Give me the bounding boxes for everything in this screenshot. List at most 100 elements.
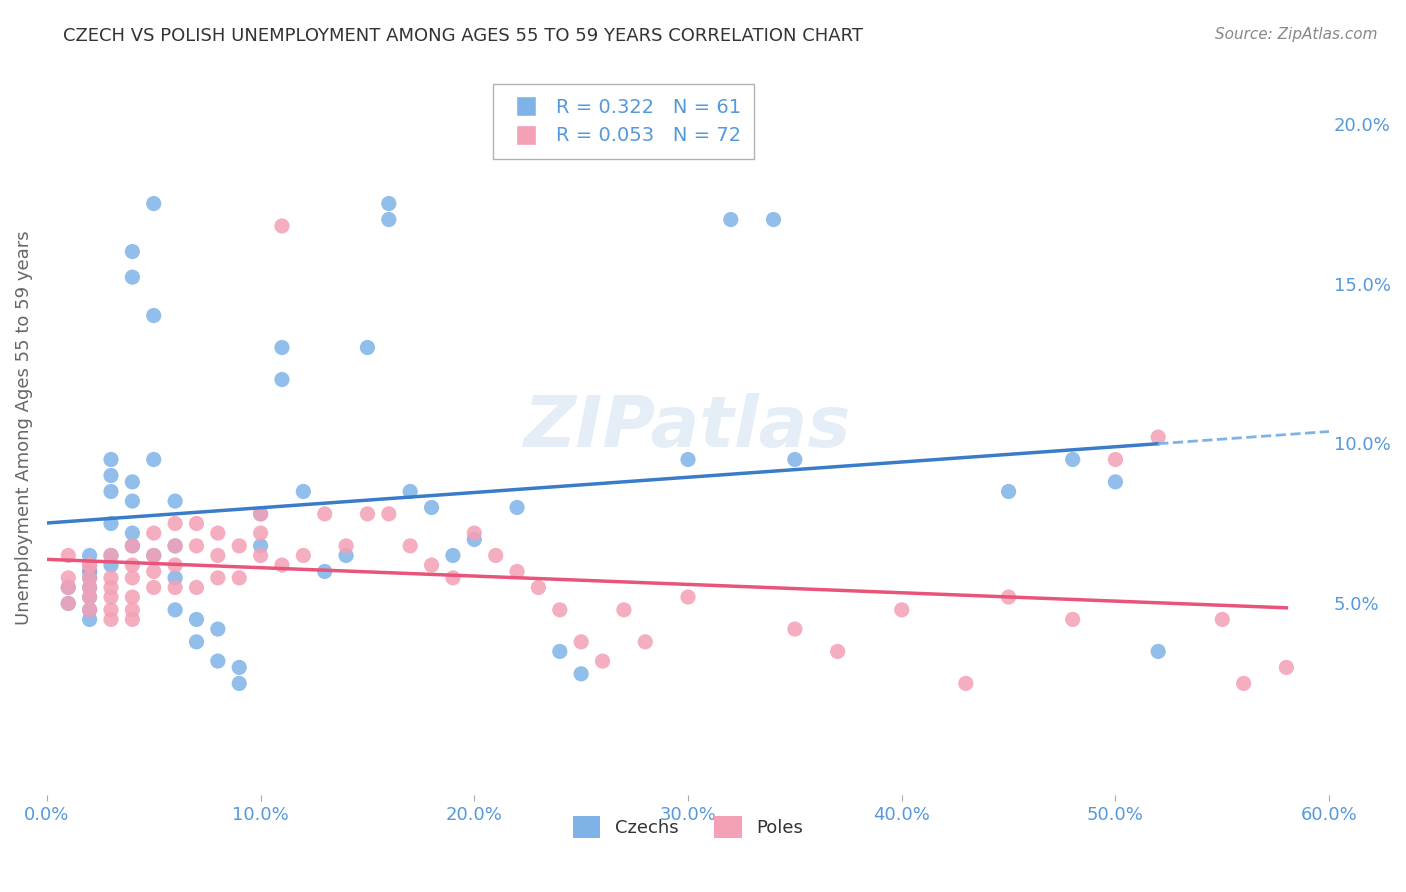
Point <box>186 516 208 531</box>
Point <box>613 603 636 617</box>
Point <box>142 549 165 563</box>
Point <box>121 603 143 617</box>
Point <box>271 219 294 233</box>
Point <box>79 603 101 617</box>
Point <box>100 549 122 563</box>
Point <box>1104 452 1126 467</box>
Point <box>121 526 143 541</box>
Point <box>1147 430 1170 444</box>
Point <box>1275 660 1298 674</box>
Point <box>79 590 101 604</box>
Point <box>997 484 1019 499</box>
Point <box>506 500 529 515</box>
Point <box>271 558 294 572</box>
Point <box>79 558 101 572</box>
Point <box>79 590 101 604</box>
Point <box>335 549 357 563</box>
Point <box>228 660 250 674</box>
Point <box>463 526 485 541</box>
Point <box>890 603 912 617</box>
Point <box>207 654 229 668</box>
Point <box>249 549 271 563</box>
Point <box>142 452 165 467</box>
Point <box>79 558 101 572</box>
Point <box>100 516 122 531</box>
Point <box>79 565 101 579</box>
Point <box>121 244 143 259</box>
Point <box>783 452 806 467</box>
Y-axis label: Unemployment Among Ages 55 to 59 years: Unemployment Among Ages 55 to 59 years <box>15 230 32 624</box>
Point <box>165 516 187 531</box>
Point <box>207 622 229 636</box>
Point <box>100 581 122 595</box>
Point <box>100 558 122 572</box>
Point <box>100 452 122 467</box>
Point <box>1062 612 1084 626</box>
Point <box>228 539 250 553</box>
Point <box>527 581 550 595</box>
Point <box>676 452 699 467</box>
Point <box>165 581 187 595</box>
Point <box>420 500 443 515</box>
Point <box>79 612 101 626</box>
Point <box>548 603 571 617</box>
Point <box>441 571 464 585</box>
Point <box>207 526 229 541</box>
Point <box>314 565 336 579</box>
Point <box>142 581 165 595</box>
Point <box>827 644 849 658</box>
Point <box>399 539 422 553</box>
Point <box>100 549 122 563</box>
Point <box>356 341 378 355</box>
Point <box>762 212 785 227</box>
Point <box>142 549 165 563</box>
Point <box>1211 612 1233 626</box>
Point <box>165 558 187 572</box>
Point <box>79 571 101 585</box>
Point <box>165 603 187 617</box>
Point <box>441 549 464 563</box>
Point <box>58 581 80 595</box>
Point <box>271 372 294 386</box>
Point <box>121 539 143 553</box>
Point <box>569 635 592 649</box>
Point <box>79 571 101 585</box>
Point <box>79 581 101 595</box>
Point <box>121 612 143 626</box>
Point <box>207 571 229 585</box>
Point <box>121 494 143 508</box>
Point <box>292 484 315 499</box>
Point <box>228 571 250 585</box>
Point <box>142 309 165 323</box>
Point <box>569 666 592 681</box>
Point <box>100 468 122 483</box>
Point <box>79 549 101 563</box>
Point <box>58 581 80 595</box>
Point <box>121 558 143 572</box>
Point <box>165 539 187 553</box>
Point <box>58 597 80 611</box>
Point <box>378 507 401 521</box>
Point <box>165 571 187 585</box>
Text: Source: ZipAtlas.com: Source: ZipAtlas.com <box>1215 27 1378 42</box>
Point <box>378 196 401 211</box>
Point <box>314 507 336 521</box>
Point <box>485 549 508 563</box>
Point <box>186 612 208 626</box>
Point <box>1233 676 1256 690</box>
Text: CZECH VS POLISH UNEMPLOYMENT AMONG AGES 55 TO 59 YEARS CORRELATION CHART: CZECH VS POLISH UNEMPLOYMENT AMONG AGES … <box>63 27 863 45</box>
Point <box>506 565 529 579</box>
Point <box>1062 452 1084 467</box>
Point <box>165 494 187 508</box>
Point <box>186 635 208 649</box>
Point <box>249 526 271 541</box>
Point <box>100 590 122 604</box>
Point <box>142 565 165 579</box>
Point <box>399 484 422 499</box>
Point <box>228 676 250 690</box>
Point <box>100 571 122 585</box>
Point <box>592 654 614 668</box>
Point <box>249 507 271 521</box>
Legend: Czechs, Poles: Czechs, Poles <box>567 809 810 846</box>
Point <box>292 549 315 563</box>
